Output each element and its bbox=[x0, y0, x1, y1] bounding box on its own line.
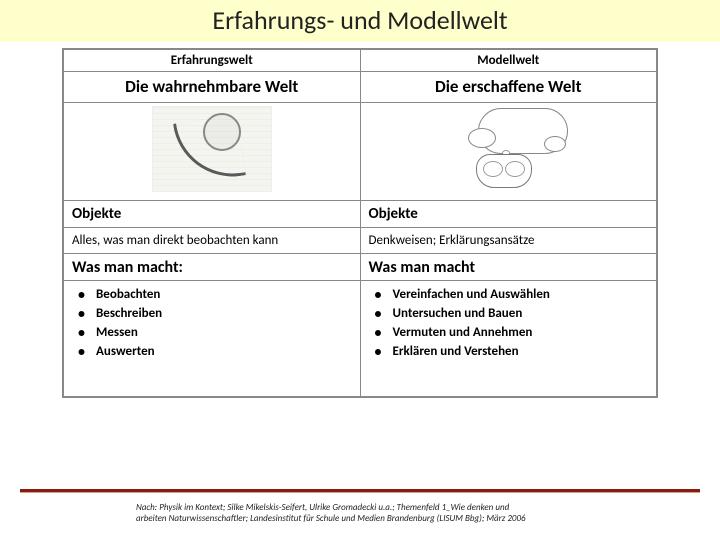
footer-line-2: arbeiten Naturwissenschaftler; Landesins… bbox=[136, 513, 526, 524]
list-item: Untersuchen und Bauen bbox=[393, 304, 649, 323]
footer-line-1: Nach: Physik im Kontext; Silke Mikelskis… bbox=[136, 502, 509, 513]
list-item: Auswerten bbox=[96, 342, 352, 361]
section-desc-left: Alles, was man direkt beobachten kann bbox=[64, 228, 361, 254]
list-item: Messen bbox=[96, 323, 352, 342]
list-item: Beschreiben bbox=[96, 304, 352, 323]
pendulum-sketch-icon bbox=[152, 106, 272, 192]
illustration-left bbox=[64, 103, 361, 201]
list-item: Vereinfachen und Auswählen bbox=[393, 285, 649, 304]
list-item: Beobachten bbox=[96, 285, 352, 304]
list-item: Vermuten und Annehmen bbox=[393, 323, 649, 342]
list-item: Erklären und Verstehen bbox=[393, 342, 649, 361]
actions-cell-left: Beobachten Beschreiben Messen Auswerten bbox=[64, 281, 361, 397]
comparison-table: Erfahrungswelt Modellwelt Die wahrnehmba… bbox=[62, 48, 658, 398]
illustration-right bbox=[360, 103, 657, 201]
sub-header-left: Die wahrnehmbare Welt bbox=[64, 72, 361, 103]
sub-header-right: Die erschaffene Welt bbox=[360, 72, 657, 103]
slide-title: Erfahrungs- und Modellwelt bbox=[0, 0, 720, 42]
thought-cloud-icon bbox=[438, 106, 578, 192]
actions-label-left: Was man macht: bbox=[64, 254, 361, 281]
section-label-left: Objekte bbox=[64, 201, 361, 228]
actions-label-right: Was man macht bbox=[360, 254, 657, 281]
section-label-right: Objekte bbox=[360, 201, 657, 228]
actions-cell-right: Vereinfachen und Auswählen Untersuchen u… bbox=[360, 281, 657, 397]
col-header-left: Erfahrungswelt bbox=[64, 50, 361, 72]
divider-rule bbox=[20, 489, 700, 492]
section-desc-right: Denkweisen; Erklärungsansätze bbox=[360, 228, 657, 254]
citation-footer: Nach: Physik im Kontext; Silke Mikelskis… bbox=[136, 503, 680, 525]
col-header-right: Modellwelt bbox=[360, 50, 657, 72]
